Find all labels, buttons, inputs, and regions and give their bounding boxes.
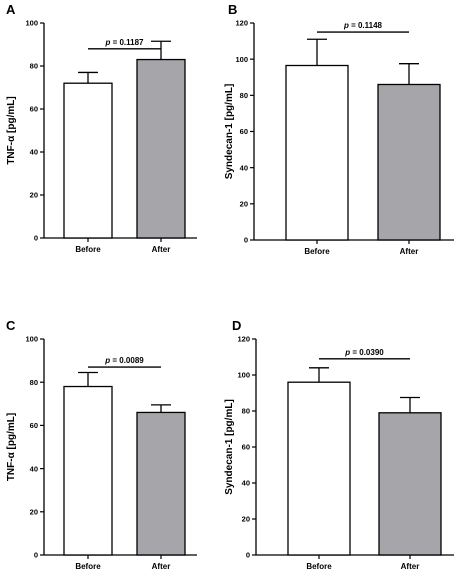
y-tick-label: 80 xyxy=(242,407,250,416)
p-value-label: p = 0.0089 xyxy=(104,356,144,365)
category-label: After xyxy=(400,247,419,256)
panel-letter: A xyxy=(6,2,16,17)
y-tick-label: 100 xyxy=(237,371,250,380)
chart-panel-a: A 0 20 40 60 80 100 TNF-α [pg/mL] Before After p =… xyxy=(6,2,197,254)
p-symbol: p xyxy=(104,356,110,365)
y-tick-label: 100 xyxy=(25,19,38,28)
bar-before xyxy=(285,64,349,241)
p-value-text: = 0.0089 xyxy=(110,356,144,365)
p-value-text: = 0.1187 xyxy=(110,38,144,47)
bar-after xyxy=(136,411,186,556)
y-tick-label: 60 xyxy=(30,105,38,114)
y-tick-label: 100 xyxy=(25,335,38,344)
category-label: Before xyxy=(75,245,101,254)
chart-panel-d: D 0 20 40 60 80 100 120 Syndecan-1 [pg/mL] Before… xyxy=(224,318,454,571)
y-tick-label: 0 xyxy=(246,551,250,560)
p-value-text: = 0.0390 xyxy=(350,348,384,357)
y-tick-label: 80 xyxy=(30,62,38,71)
y-axis-title: TNF-α [pg/mL] xyxy=(6,413,17,481)
category-label: After xyxy=(401,562,420,571)
category-label: Before xyxy=(75,562,101,571)
y-tick-label: 20 xyxy=(30,191,38,200)
category-label: After xyxy=(152,562,171,571)
p-value-label: p = 0.1148 xyxy=(343,21,383,30)
y-axis-title: TNF-α [pg/mL] xyxy=(6,96,17,164)
p-value-label: p = 0.1187 xyxy=(104,38,144,47)
chart-panel-c: C 0 20 40 60 80 100 TNF-α [pg/mL] Before After p =… xyxy=(6,318,197,571)
y-tick-label: 20 xyxy=(240,200,248,209)
panel-letter: B xyxy=(228,2,237,17)
y-tick-label: 0 xyxy=(34,234,38,243)
y-tick-label: 40 xyxy=(240,163,248,172)
bar-before xyxy=(63,82,113,239)
y-axis-title: Syndecan-1 [pg/mL] xyxy=(224,399,235,495)
p-value-text: = 0.1148 xyxy=(349,21,383,30)
y-tick-label: 40 xyxy=(30,464,38,473)
bar-after xyxy=(378,412,442,556)
bar-before xyxy=(287,381,351,556)
panel-letter: C xyxy=(6,318,16,333)
p-symbol: p xyxy=(344,348,350,357)
y-tick-label: 0 xyxy=(34,551,38,560)
category-label: Before xyxy=(304,247,330,256)
y-tick-label: 120 xyxy=(235,19,248,28)
y-tick-label: 20 xyxy=(30,508,38,517)
y-axis-title: Syndecan-1 [pg/mL] xyxy=(224,84,235,180)
bar-after xyxy=(377,83,441,241)
y-tick-label: 80 xyxy=(240,91,248,100)
y-tick-label: 40 xyxy=(30,148,38,157)
panel-letter: D xyxy=(232,318,241,333)
y-tick-label: 60 xyxy=(30,421,38,430)
bar-after xyxy=(136,58,186,239)
p-symbol: p xyxy=(104,38,110,47)
y-tick-label: 40 xyxy=(242,479,250,488)
category-label: After xyxy=(152,245,171,254)
y-tick-label: 0 xyxy=(244,236,248,245)
p-value-label: p = 0.0390 xyxy=(344,348,384,357)
y-tick-label: 80 xyxy=(30,378,38,387)
y-tick-label: 100 xyxy=(235,55,248,64)
y-tick-label: 60 xyxy=(240,127,248,136)
y-tick-label: 60 xyxy=(242,443,250,452)
y-tick-label: 20 xyxy=(242,515,250,524)
category-label: Before xyxy=(306,562,332,571)
chart-panel-b: B 0 20 40 60 80 100 120 Syndecan-1 [pg/mL] Before… xyxy=(224,2,454,256)
y-tick-label: 120 xyxy=(237,335,250,344)
bar-before xyxy=(63,385,113,556)
p-symbol: p xyxy=(343,21,349,30)
